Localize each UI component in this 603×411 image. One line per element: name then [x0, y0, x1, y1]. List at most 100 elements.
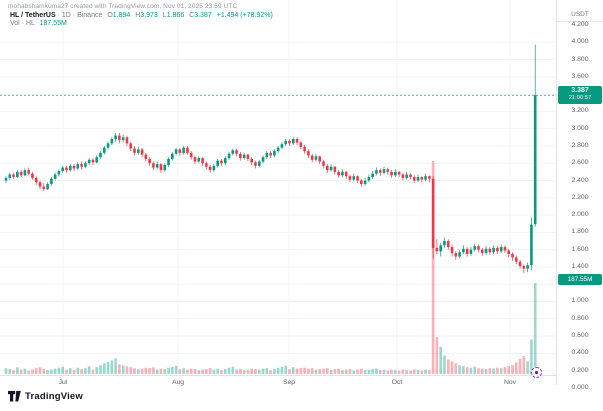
candle-body[interactable]: [239, 153, 242, 159]
volume-bar[interactable]: [522, 356, 526, 374]
candle-body[interactable]: [443, 241, 446, 246]
candle-body[interactable]: [352, 176, 356, 180]
volume-bar[interactable]: [137, 369, 140, 374]
candle-body[interactable]: [533, 95, 537, 225]
volume-bar[interactable]: [492, 368, 495, 374]
candle-body[interactable]: [507, 250, 511, 254]
candle-body[interactable]: [212, 165, 216, 171]
volume-bar[interactable]: [201, 369, 204, 374]
volume-bar[interactable]: [503, 367, 507, 374]
volume-bar[interactable]: [496, 367, 499, 374]
volume-bar[interactable]: [390, 369, 393, 374]
volume-bar[interactable]: [208, 368, 212, 374]
volume-bar[interactable]: [288, 369, 291, 374]
candle-body[interactable]: [53, 174, 57, 179]
candle-body[interactable]: [465, 248, 469, 254]
volume-bar[interactable]: [386, 370, 390, 374]
volume-bar[interactable]: [405, 370, 408, 374]
candle-body[interactable]: [484, 248, 488, 254]
volume-bar[interactable]: [431, 160, 435, 374]
volume-bar[interactable]: [443, 355, 446, 374]
candle-body[interactable]: [530, 224, 533, 266]
candle-body[interactable]: [314, 156, 318, 160]
volume-bar[interactable]: [16, 367, 19, 374]
volume-bar[interactable]: [46, 370, 49, 374]
candle-body[interactable]: [137, 149, 140, 153]
volume-bar[interactable]: [84, 368, 87, 374]
candle-body[interactable]: [178, 149, 182, 153]
volume-bar[interactable]: [129, 367, 133, 374]
candle-body[interactable]: [356, 176, 359, 181]
candle-body[interactable]: [174, 149, 178, 154]
candle-body[interactable]: [503, 247, 507, 251]
candle-body[interactable]: [488, 248, 492, 253]
candle-body[interactable]: [284, 140, 288, 145]
volume-bar[interactable]: [212, 369, 216, 374]
volume-bar[interactable]: [420, 370, 424, 374]
volume-bar[interactable]: [295, 368, 299, 374]
candle-body[interactable]: [462, 248, 465, 253]
candle-body[interactable]: [106, 143, 110, 148]
candle-body[interactable]: [288, 140, 291, 144]
candle-body[interactable]: [499, 247, 503, 252]
volume-bar[interactable]: [106, 361, 110, 374]
volume-bar[interactable]: [114, 358, 117, 374]
volume-bar[interactable]: [95, 367, 99, 374]
candle-body[interactable]: [409, 174, 412, 178]
volume-bar[interactable]: [250, 368, 253, 374]
candle-body[interactable]: [269, 152, 272, 156]
candle-body[interactable]: [412, 177, 416, 181]
volume-bar[interactable]: [291, 367, 295, 374]
volume-bar[interactable]: [326, 368, 329, 374]
candle-body[interactable]: [46, 183, 49, 190]
candle-body[interactable]: [458, 252, 461, 257]
candle-body[interactable]: [299, 142, 303, 147]
candle-body[interactable]: [110, 139, 114, 144]
candle-body[interactable]: [416, 177, 420, 181]
candle-body[interactable]: [125, 137, 129, 144]
candle-body[interactable]: [227, 153, 231, 159]
candle-body[interactable]: [50, 178, 53, 184]
candle-body[interactable]: [95, 157, 99, 163]
candle-body[interactable]: [526, 265, 529, 269]
volume-bar[interactable]: [318, 369, 322, 374]
volume-bar[interactable]: [140, 368, 144, 374]
candle-body[interactable]: [16, 171, 19, 178]
candle-body[interactable]: [27, 170, 30, 174]
volume-bar[interactable]: [356, 369, 359, 374]
candle-body[interactable]: [522, 266, 526, 269]
volume-bar[interactable]: [322, 368, 325, 374]
candle-body[interactable]: [12, 174, 15, 178]
symbol-legend[interactable]: HL / TetherUS · 1D · Binance O1.894 H3.9…: [10, 12, 273, 28]
candle-body[interactable]: [291, 139, 295, 144]
volume-bar[interactable]: [515, 362, 518, 374]
candle-body[interactable]: [254, 162, 257, 166]
volume-bar[interactable]: [344, 369, 348, 374]
candle-body[interactable]: [318, 156, 322, 162]
volume-bar[interactable]: [80, 369, 83, 374]
volume-bar[interactable]: [446, 359, 450, 374]
volume-bar[interactable]: [397, 370, 401, 374]
candle-body[interactable]: [68, 165, 72, 171]
candle-body[interactable]: [61, 167, 64, 172]
candle-body[interactable]: [420, 177, 424, 180]
candle-body[interactable]: [152, 163, 155, 168]
candle-body[interactable]: [57, 171, 61, 175]
volume-bar[interactable]: [303, 367, 306, 374]
candle-body[interactable]: [186, 147, 189, 153]
candle-body[interactable]: [205, 163, 208, 167]
candle-body[interactable]: [8, 174, 12, 178]
candle-body[interactable]: [337, 171, 340, 176]
volume-bar[interactable]: [329, 370, 333, 374]
volume-bar[interactable]: [284, 365, 288, 374]
volume-bar[interactable]: [223, 369, 227, 374]
candle-body[interactable]: [144, 154, 148, 159]
candle-body[interactable]: [80, 164, 83, 167]
candle-body[interactable]: [265, 152, 269, 158]
candle-body[interactable]: [310, 155, 314, 160]
candle-body[interactable]: [344, 171, 348, 177]
candle-body[interactable]: [65, 167, 68, 171]
volume-bar[interactable]: [450, 361, 454, 374]
volume-bar[interactable]: [341, 370, 344, 374]
symbol-name[interactable]: HL / TetherUS: [10, 12, 56, 19]
